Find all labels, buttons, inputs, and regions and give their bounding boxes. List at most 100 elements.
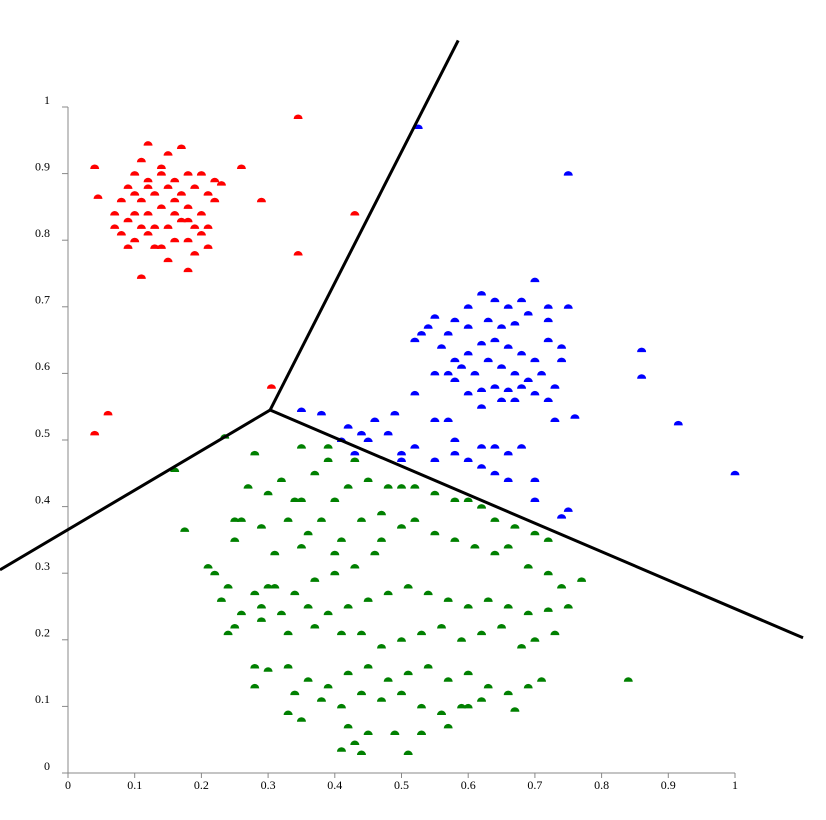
point xyxy=(156,171,166,176)
point xyxy=(323,444,333,449)
point xyxy=(463,497,473,502)
point xyxy=(490,384,500,389)
x-tick-label: 0.4 xyxy=(327,778,342,792)
point xyxy=(463,350,473,356)
point xyxy=(156,204,166,209)
y-tick-label: 0.6 xyxy=(35,359,50,373)
y-tick-label: 0.4 xyxy=(35,492,50,506)
point xyxy=(296,444,306,449)
point xyxy=(350,564,360,569)
point xyxy=(343,424,353,429)
point xyxy=(376,510,386,516)
point xyxy=(477,404,487,409)
point xyxy=(403,670,413,676)
point xyxy=(483,597,493,602)
point xyxy=(216,181,226,186)
point xyxy=(376,537,386,542)
point xyxy=(350,450,360,456)
point xyxy=(203,564,213,569)
boundary-line xyxy=(269,408,804,640)
point xyxy=(170,237,180,243)
point xyxy=(443,677,453,682)
point xyxy=(296,407,306,413)
point xyxy=(290,497,300,502)
point xyxy=(410,444,420,449)
point xyxy=(356,630,366,636)
point xyxy=(183,237,193,243)
point xyxy=(530,277,540,283)
point xyxy=(530,530,540,536)
point xyxy=(503,304,513,309)
point xyxy=(523,683,533,689)
point xyxy=(497,324,507,329)
point xyxy=(530,357,540,363)
point xyxy=(356,517,366,522)
point xyxy=(503,690,513,696)
x-tick-label: 0.1 xyxy=(127,778,142,792)
point xyxy=(477,630,487,636)
point xyxy=(190,184,200,189)
point xyxy=(543,397,553,403)
point xyxy=(623,677,633,682)
point xyxy=(517,350,527,356)
point xyxy=(457,364,467,369)
point xyxy=(430,370,440,376)
point xyxy=(543,304,553,309)
point xyxy=(363,477,373,482)
point xyxy=(417,703,427,709)
point xyxy=(336,747,346,752)
point xyxy=(483,357,493,363)
point xyxy=(303,530,313,536)
y-tick-label: 0.8 xyxy=(35,226,50,240)
point xyxy=(356,750,366,756)
point xyxy=(470,370,480,376)
point xyxy=(530,390,540,396)
point xyxy=(517,297,527,303)
point xyxy=(110,224,120,229)
point xyxy=(330,570,340,576)
point xyxy=(223,630,233,636)
point xyxy=(417,630,427,636)
point xyxy=(356,690,366,696)
point xyxy=(397,524,406,529)
point xyxy=(116,197,126,203)
point xyxy=(423,663,433,669)
point xyxy=(343,723,353,729)
point xyxy=(397,690,406,696)
point xyxy=(90,430,100,436)
point xyxy=(550,384,560,389)
point xyxy=(336,630,346,636)
point xyxy=(170,211,180,216)
point xyxy=(450,537,460,542)
point xyxy=(437,710,447,716)
point xyxy=(523,610,533,616)
point xyxy=(330,497,340,502)
point xyxy=(637,374,647,379)
point xyxy=(363,597,373,602)
point xyxy=(156,244,166,249)
point xyxy=(376,643,386,649)
point xyxy=(410,484,420,489)
point xyxy=(490,297,500,303)
point xyxy=(557,514,567,519)
point xyxy=(283,663,293,669)
x-tick-label: 0 xyxy=(65,778,71,792)
point xyxy=(316,410,326,416)
point xyxy=(203,224,213,229)
point xyxy=(537,370,547,376)
point xyxy=(450,317,460,323)
x-tick-label: 0.2 xyxy=(194,778,209,792)
point xyxy=(557,344,567,349)
point xyxy=(256,524,266,529)
point xyxy=(563,604,573,609)
point xyxy=(310,623,320,629)
point xyxy=(673,420,683,426)
point xyxy=(457,637,467,642)
point xyxy=(490,337,500,343)
x-tick-label: 1 xyxy=(732,778,738,792)
point xyxy=(477,464,487,469)
point xyxy=(383,677,393,682)
point xyxy=(183,204,193,209)
point xyxy=(410,390,420,396)
point xyxy=(150,244,160,249)
